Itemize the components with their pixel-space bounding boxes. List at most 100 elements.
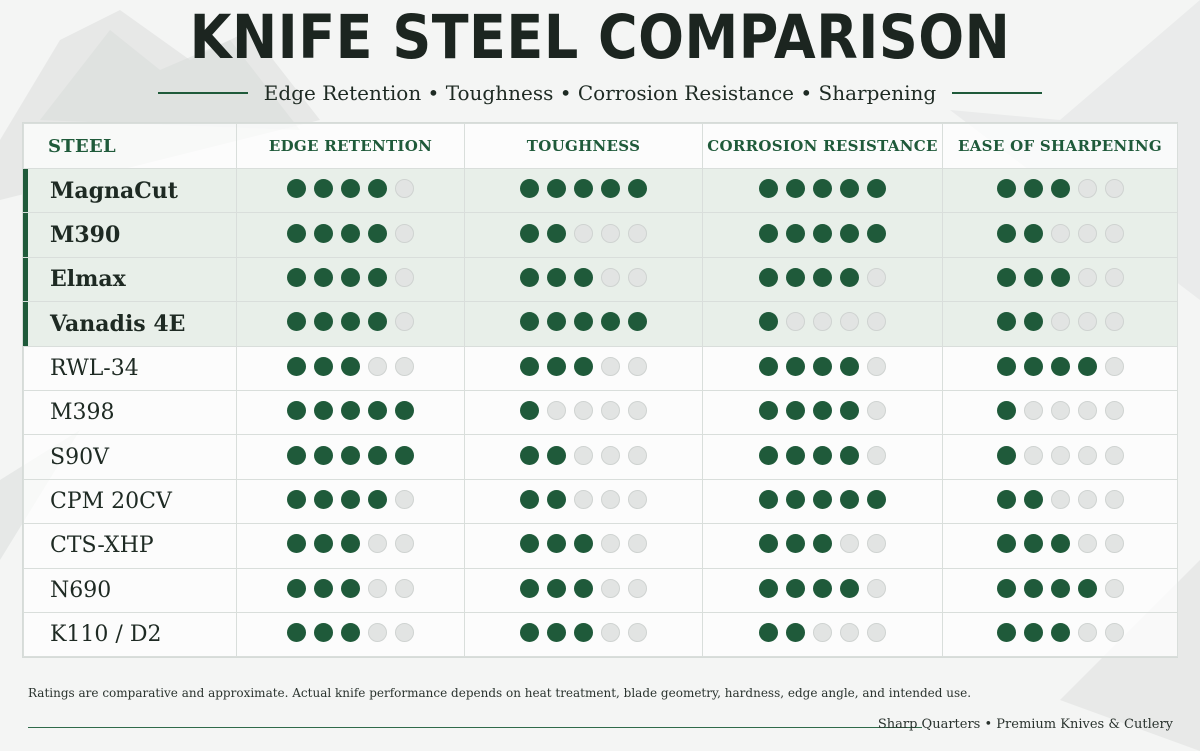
rating-dot-empty (1104, 401, 1124, 421)
steel-name: M398 (23, 389, 237, 436)
rating-dot-empty (1077, 401, 1097, 421)
rating-dot-filled (813, 356, 832, 376)
rating-dot-filled (314, 489, 333, 509)
rating-dot-filled (813, 401, 832, 421)
rating-corrosion-resistance (702, 389, 943, 436)
rating-dots (520, 267, 647, 287)
rating-edge-retention (236, 212, 465, 258)
rating-dot-filled (368, 401, 387, 421)
rating-dots (759, 489, 886, 509)
rating-dots (287, 445, 414, 465)
table-row: MagnaCut (23, 167, 1178, 214)
rating-dots (759, 445, 886, 465)
rating-dot-filled (314, 401, 333, 421)
rating-dot-filled (520, 534, 539, 554)
rating-dot-empty (1023, 445, 1043, 465)
rating-dot-empty (628, 445, 647, 465)
rating-toughness (464, 301, 703, 347)
rating-toughness (464, 478, 703, 525)
rating-dot-empty (1050, 401, 1070, 421)
rating-dot-filled (314, 578, 333, 598)
rating-dot-empty (867, 267, 886, 287)
rating-toughness (464, 212, 703, 258)
rating-dots (996, 179, 1124, 199)
rating-dot-filled (1023, 489, 1043, 509)
rating-dot-filled (287, 623, 306, 643)
rating-dots (520, 179, 647, 199)
rating-dot-filled (813, 179, 832, 199)
rating-dot-empty (1104, 578, 1124, 598)
rating-dot-filled (287, 356, 306, 376)
rating-dot-empty (1104, 623, 1124, 643)
rating-dot-filled (547, 312, 566, 332)
rating-dot-filled (996, 179, 1016, 199)
rating-dot-empty (840, 534, 859, 554)
rating-dot-filled (520, 623, 539, 643)
rating-dot-filled (574, 623, 593, 643)
rating-dot-empty (601, 223, 620, 243)
rating-dot-filled (628, 312, 647, 332)
rating-dots (520, 489, 647, 509)
rating-corrosion-resistance (702, 434, 943, 480)
rating-dot-empty (1104, 356, 1124, 376)
rating-dot-filled (520, 312, 539, 332)
rating-dot-filled (786, 623, 805, 643)
rating-dot-filled (786, 445, 805, 465)
rating-toughness (464, 389, 703, 436)
rating-dot-filled (574, 179, 593, 199)
rating-dot-filled (287, 179, 306, 199)
rating-corrosion-resistance (702, 523, 943, 569)
rating-dot-empty (601, 445, 620, 465)
page-title: KNIFE STEEL COMPARISON (189, 2, 1011, 73)
table-row: S90V (23, 434, 1178, 480)
rating-dot-empty (1050, 445, 1070, 465)
rating-dot-filled (786, 223, 805, 243)
rating-dot-filled (1050, 267, 1070, 287)
rating-dot-filled (547, 578, 566, 598)
rating-dot-empty (1104, 179, 1124, 199)
rating-dot-empty (368, 578, 387, 598)
rating-dot-filled (287, 489, 306, 509)
rating-dot-filled (786, 401, 805, 421)
table-row: M398 (23, 389, 1178, 436)
rating-dots (287, 179, 414, 199)
rating-dot-filled (341, 223, 360, 243)
rating-corrosion-resistance (702, 567, 943, 613)
rating-edge-retention (236, 256, 465, 303)
rating-dots (520, 223, 647, 243)
rating-dot-filled (786, 356, 805, 376)
table-row: Vanadis 4E (23, 301, 1178, 347)
rating-corrosion-resistance (702, 301, 943, 347)
rating-dot-filled (520, 578, 539, 598)
rating-dot-filled (1050, 179, 1070, 199)
rating-dot-filled (628, 179, 647, 199)
rating-dot-filled (520, 401, 539, 421)
rating-dot-empty (628, 623, 647, 643)
rating-dot-empty (628, 534, 647, 554)
rating-dot-filled (996, 445, 1016, 465)
rating-dot-filled (1050, 623, 1070, 643)
rating-dot-filled (996, 401, 1016, 421)
rating-dot-empty (574, 489, 593, 509)
rating-dot-empty (395, 267, 414, 287)
rating-dot-empty (1104, 445, 1124, 465)
rating-dot-filled (601, 312, 620, 332)
table-row: CTS-XHP (23, 523, 1178, 569)
rating-dot-filled (574, 534, 593, 554)
rating-dot-filled (996, 489, 1016, 509)
rating-dots (759, 623, 886, 643)
rating-dots (520, 623, 647, 643)
rating-dot-filled (840, 223, 859, 243)
subtitle-rule-right (952, 92, 1043, 94)
subtitle-rule-left (157, 92, 248, 94)
column-header-ease-of-sharpening: EASE OF SHARPENING (942, 123, 1178, 169)
rating-dots (287, 578, 414, 598)
rating-edge-retention (236, 567, 465, 613)
rating-dot-filled (287, 312, 306, 332)
table-row: RWL-34 (23, 345, 1178, 391)
rating-dot-filled (1023, 578, 1043, 598)
rating-dot-filled (314, 312, 333, 332)
rating-dot-empty (547, 401, 566, 421)
table-row: CPM 20CV (23, 478, 1178, 525)
rating-dot-filled (287, 267, 306, 287)
